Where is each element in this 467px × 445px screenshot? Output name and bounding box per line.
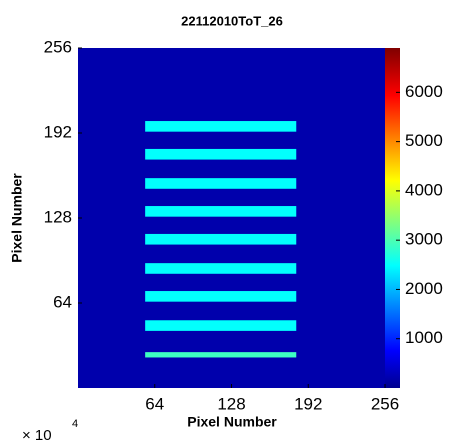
heatmap-cell bbox=[145, 121, 297, 132]
y-tick-label: 192 bbox=[44, 122, 72, 141]
heatmap-cell bbox=[145, 352, 297, 358]
heatmap-cell bbox=[145, 206, 297, 217]
colorbar-tick-label: 5000 bbox=[405, 131, 443, 150]
colorbar-tick-label: 6000 bbox=[405, 82, 443, 101]
colorbar-tick-label: 2000 bbox=[405, 279, 443, 298]
heatmap-cell bbox=[145, 178, 297, 189]
heatmap-cell bbox=[145, 148, 297, 160]
x-tick-label: 128 bbox=[217, 394, 245, 413]
heatmap-cell bbox=[145, 263, 297, 274]
y-tick-label: 256 bbox=[44, 37, 72, 56]
chart-title: 22112010ToT_26 bbox=[181, 13, 283, 28]
heatmap-cell bbox=[145, 291, 297, 302]
y-tick-label: 64 bbox=[53, 292, 72, 311]
annotation: × 10 bbox=[22, 427, 52, 444]
colorbar bbox=[385, 48, 400, 388]
colorbar-tick-label: 1000 bbox=[405, 328, 443, 347]
y-axis-label: Pixel Number bbox=[9, 173, 25, 263]
x-axis-label: Pixel Number bbox=[187, 414, 277, 430]
colorbar-tick-label: 3000 bbox=[405, 230, 443, 249]
x-tick-label: 256 bbox=[371, 394, 399, 413]
x-tick-label: 64 bbox=[145, 394, 164, 413]
x-tick-label: 192 bbox=[294, 394, 322, 413]
colorbar-tick-label: 4000 bbox=[405, 180, 443, 199]
heatmap-cell bbox=[145, 233, 297, 245]
annotation-exponent: 4 bbox=[72, 418, 78, 430]
y-tick-label: 128 bbox=[44, 207, 72, 226]
heatmap-background bbox=[78, 48, 385, 388]
heatmap-cell bbox=[145, 320, 297, 331]
